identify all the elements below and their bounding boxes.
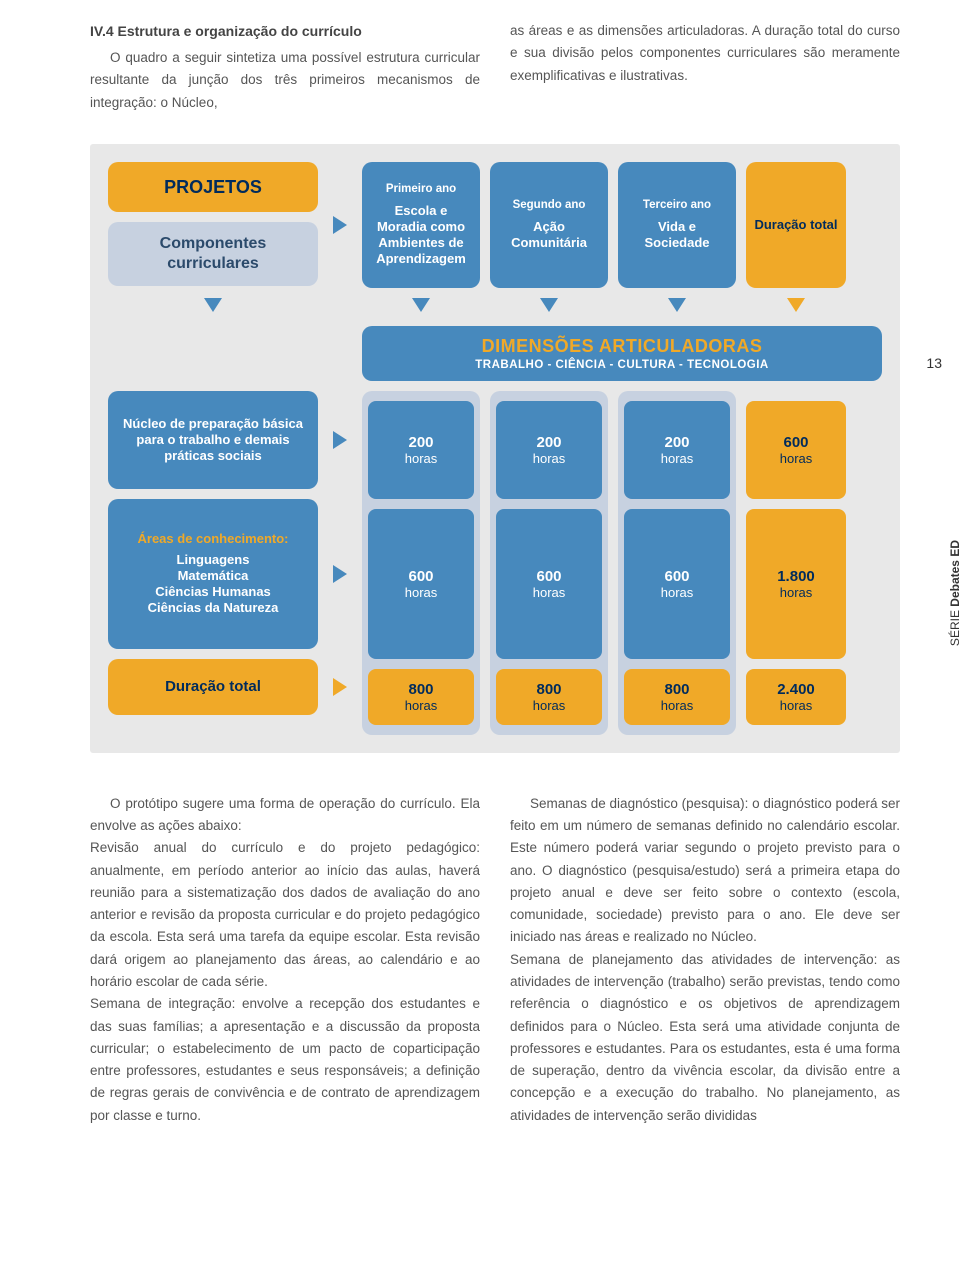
page-number: 13 [926,355,942,371]
body-right: Semanas de diagnóstico (pesquisa): o dia… [510,793,900,1127]
nucleo-y2-hours: 200horas [496,401,602,499]
total-y2-hours: 800horas [496,669,602,725]
year2-box: Segundo ano Ação Comunitária [490,162,608,288]
projetos-box: PROJETOS [108,162,318,212]
arrow-down-icon [490,298,608,312]
nucleo-y1-hours: 200horas [368,401,474,499]
duracao-total-row: Duração total [108,659,318,715]
nucleo-total-hours: 600horas [746,401,846,499]
arrow-down-icon [362,298,480,312]
year1-box: Primeiro ano Escola e Moradia como Ambie… [362,162,480,288]
areas-y1-hours: 600horas [368,509,474,659]
body-left: O protótipo sugere uma forma de operação… [90,793,480,1127]
intro-right-text: as áreas e as dimensões articuladoras. A… [510,20,900,87]
nucleo-box: Núcleo de preparação básica para o traba… [108,391,318,489]
intro-columns: IV.4 Estrutura e organização do currícul… [90,20,900,114]
arrow-right-icon [328,162,352,288]
intro-left-text: O quadro a seguir sintetiza uma possível… [90,47,480,114]
intro-right: as áreas e as dimensões articuladoras. A… [510,20,900,114]
nucleo-y3-hours: 200horas [624,401,730,499]
arrow-right-icon [328,659,352,715]
total-y1-hours: 800horas [368,669,474,725]
areas-y3-hours: 600horas [624,509,730,659]
arrow-right-icon [328,499,352,649]
arrow-down-icon [618,298,736,312]
areas-total-hours: 1.800horas [746,509,846,659]
arrow-down-icon [108,298,318,312]
dimensions-bar: DIMENSÕES ARTICULADORAS TRABALHO - CIÊNC… [362,326,882,381]
areas-y2-hours: 600horas [496,509,602,659]
curriculum-diagram: PROJETOS Componentes curriculares Primei… [90,144,900,753]
section-title: IV.4 Estrutura e organização do currícul… [90,20,480,43]
intro-left: IV.4 Estrutura e organização do currícul… [90,20,480,114]
arrow-right-icon [328,391,352,489]
arrow-down-icon [746,298,846,312]
year3-box: Terceiro ano Vida e Sociedade [618,162,736,288]
duracao-total-box: Duração total [746,162,846,288]
total-y3-hours: 800horas [624,669,730,725]
grand-total-hours: 2.400horas [746,669,846,725]
year1-hours-col: 200horas 600horas 800horas [362,391,480,735]
componentes-box: Componentes curriculares [108,222,318,286]
areas-box: Áreas de conhecimento: Linguagens Matemá… [108,499,318,649]
year3-hours-col: 200horas 600horas 800horas [618,391,736,735]
series-label: SÉRIE Debates ED [948,540,960,646]
year2-hours-col: 200horas 600horas 800horas [490,391,608,735]
body-columns: O protótipo sugere uma forma de operação… [90,793,900,1127]
